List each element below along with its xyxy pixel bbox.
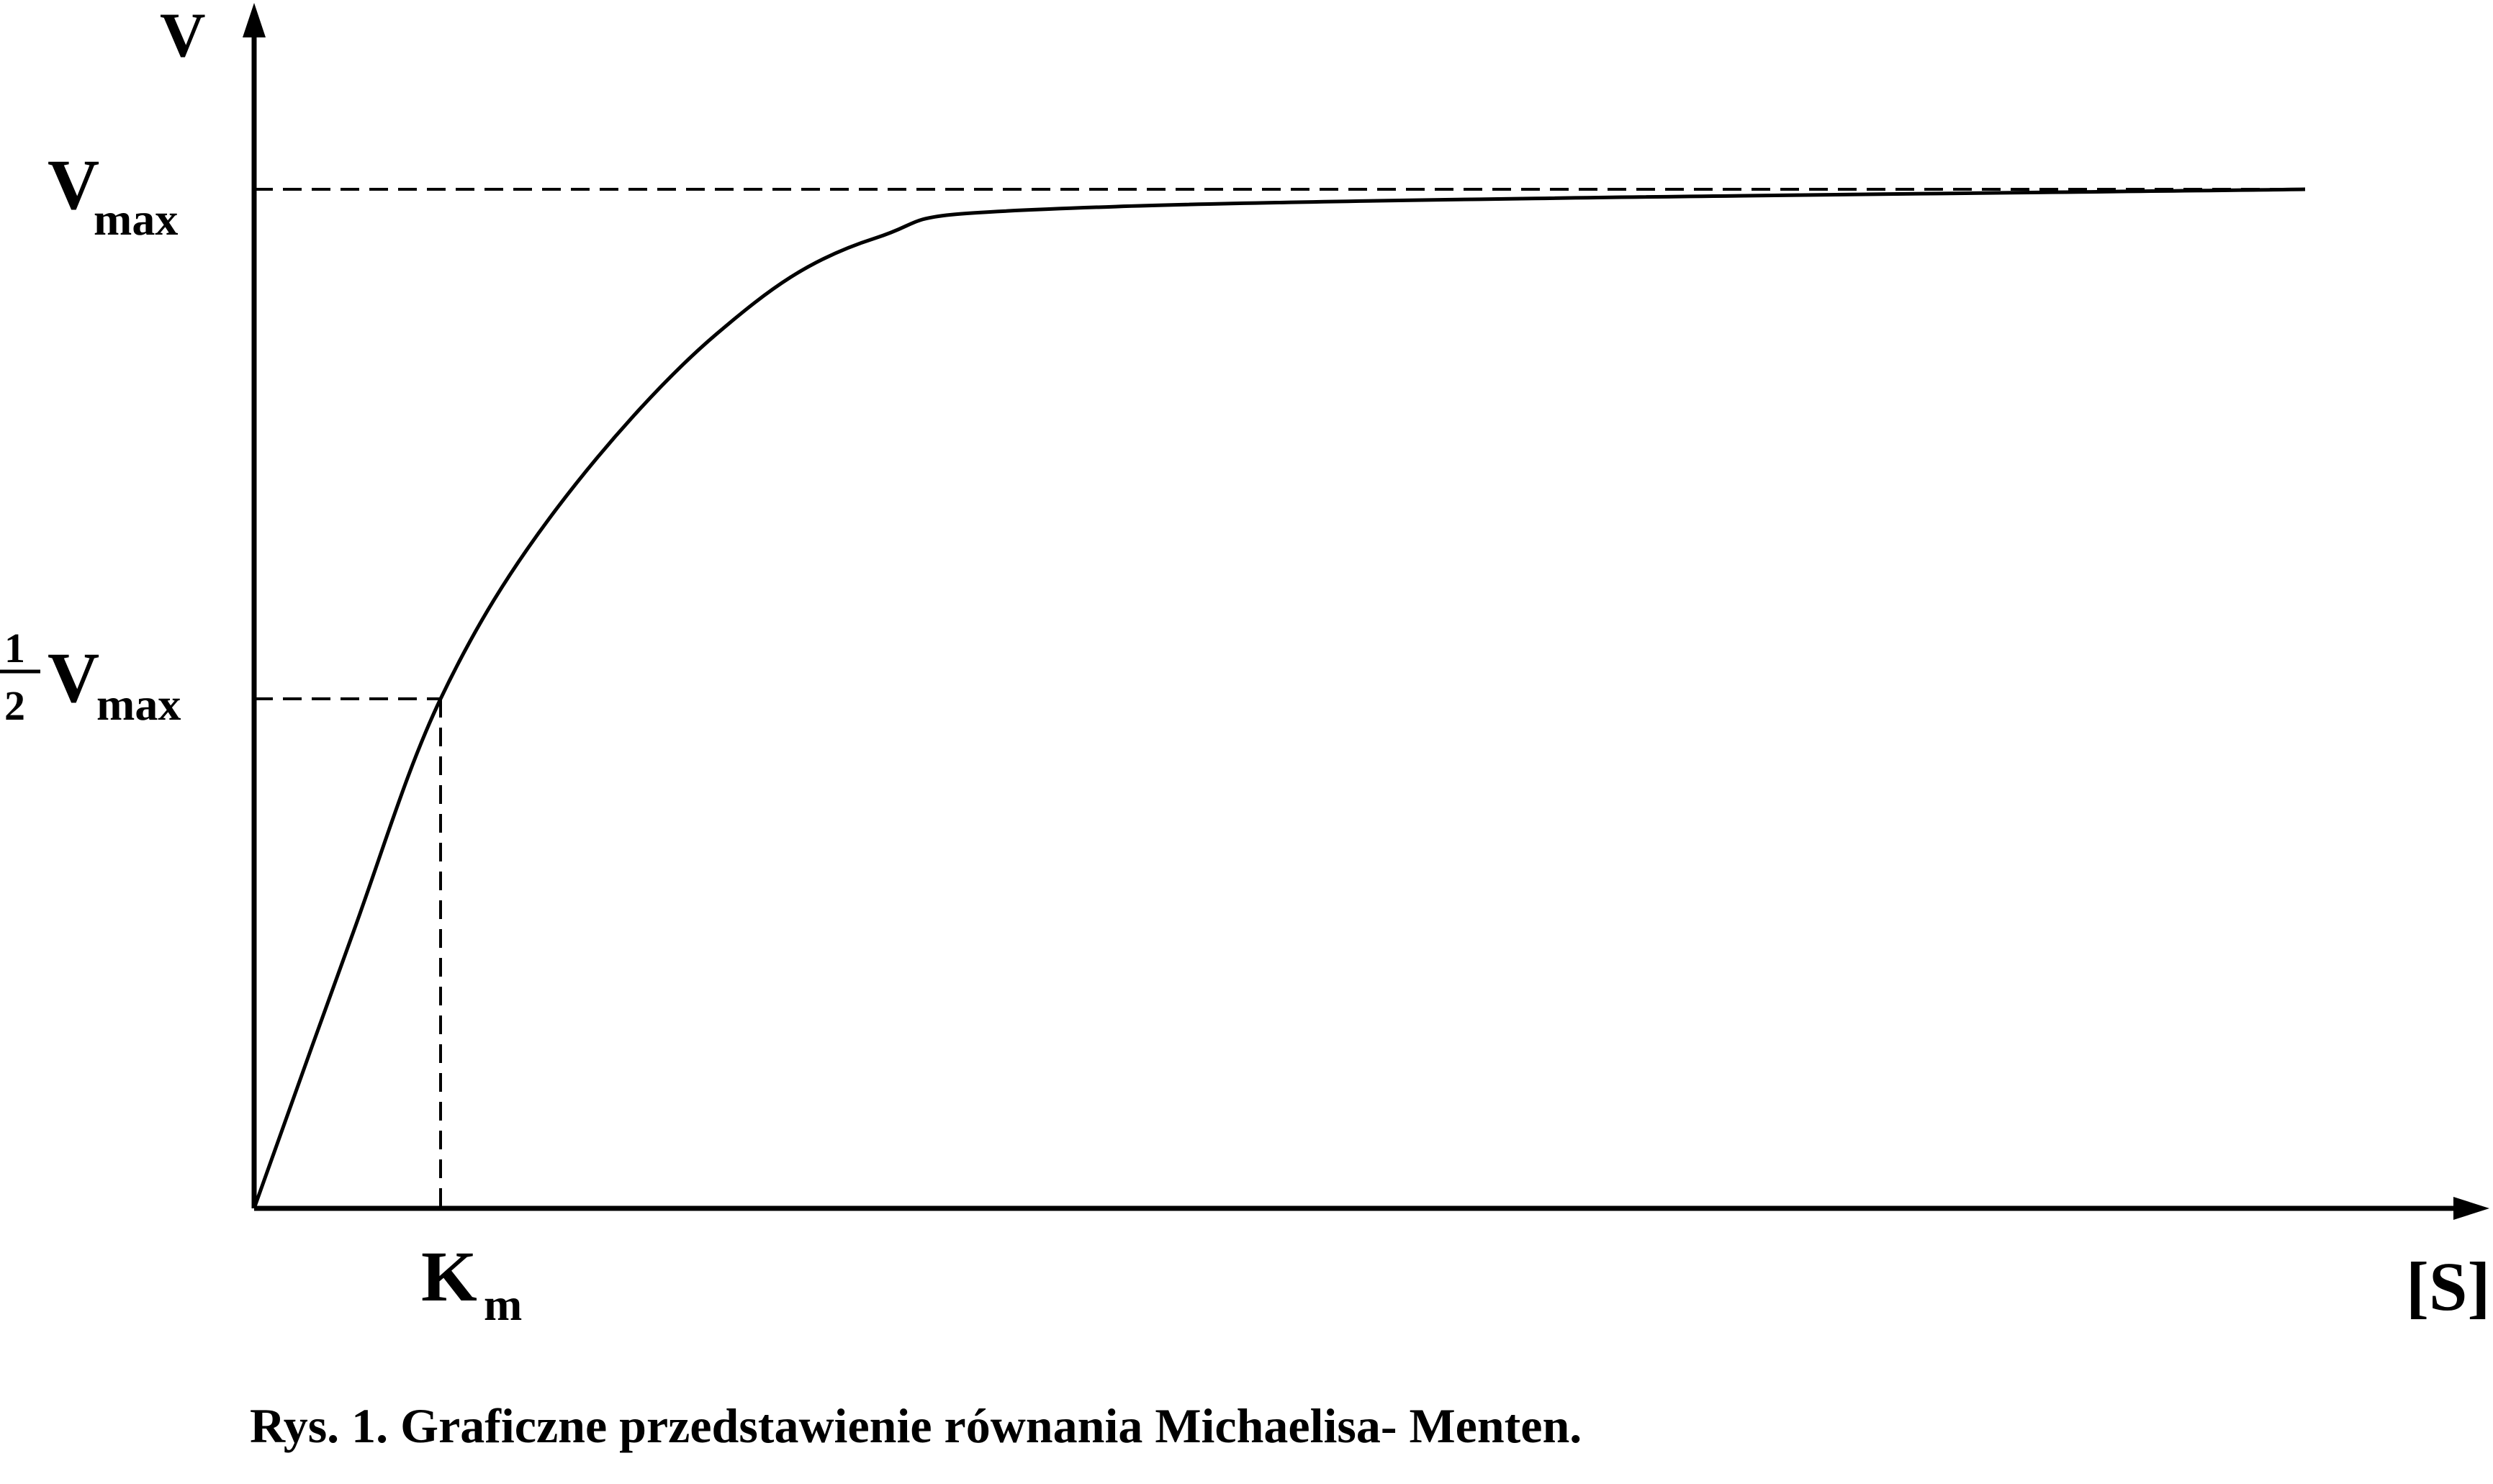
half-vmax-label: 1 2 V max [0, 625, 181, 730]
x-axis-arrow [2453, 1197, 2489, 1220]
km-label: K m [421, 1236, 522, 1330]
svg-text:K: K [421, 1236, 477, 1316]
vmax-label: V max [48, 145, 178, 245]
svg-text:m: m [484, 1279, 522, 1330]
velocity-curve-0 [252, 187, 2306, 1209]
plot-area [243, 3, 2489, 1220]
y-axis-label: V [160, 1, 206, 71]
svg-text:max: max [94, 194, 178, 245]
x-axis-label: [S] [2406, 1248, 2490, 1325]
svg-text:1: 1 [4, 625, 25, 671]
svg-text:V: V [48, 638, 99, 718]
svg-text:max: max [96, 679, 181, 730]
y-axis-arrow [243, 3, 266, 37]
svg-text:2: 2 [4, 682, 25, 729]
svg-text:V: V [48, 145, 99, 225]
figure-caption: Rys. 1. Graficzne przedstawienie równani… [250, 1398, 1582, 1453]
